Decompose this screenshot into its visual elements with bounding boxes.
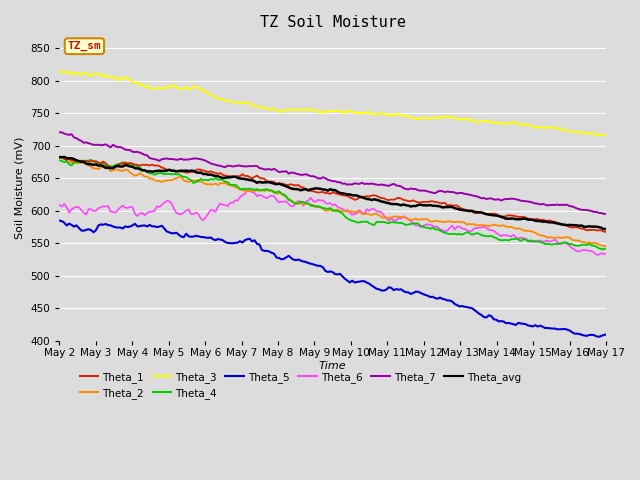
Theta_avg [209,172,217,178]
Theta_2 [436,218,444,224]
Theta_6 [207,207,214,213]
Theta_2 [602,243,610,249]
Theta_2 [495,223,502,228]
Line: Theta_1: Theta_1 [60,157,606,232]
Theta_5 [168,230,175,236]
Text: TZ_sm: TZ_sm [68,41,101,51]
Theta_4 [170,171,178,177]
Theta_6 [438,228,446,233]
Theta_1 [438,200,446,206]
Theta_5 [512,322,520,328]
Theta_2 [490,222,498,228]
Theta_avg [492,213,500,218]
Theta_avg [497,214,505,220]
Theta_avg [602,226,610,232]
Theta_avg [60,154,68,160]
Theta_4 [492,235,500,241]
Theta_7 [168,156,175,162]
Theta_5 [495,319,502,324]
Theta_1 [56,155,63,160]
Theta_4 [209,177,217,182]
Line: Theta_5: Theta_5 [60,221,606,337]
Theta_7 [56,129,63,135]
Theta_6 [497,233,505,239]
Theta_5 [490,316,498,322]
Theta_1 [58,154,66,160]
Legend: Theta_1, Theta_2, Theta_3, Theta_4, Theta_5, Theta_6, Theta_7, Theta_avg: Theta_1, Theta_2, Theta_3, Theta_4, Thet… [76,368,525,403]
Theta_5 [56,218,63,224]
Theta_2 [512,226,520,231]
Theta_3 [209,93,217,99]
Theta_6 [492,230,500,236]
Line: Theta_avg: Theta_avg [60,157,606,229]
Theta_2 [207,181,214,187]
Theta_1 [170,168,178,174]
Theta_3 [602,133,610,139]
Theta_7 [436,188,444,193]
Title: TZ Soil Moisture: TZ Soil Moisture [260,15,406,30]
Theta_2 [168,177,175,183]
Theta_3 [438,114,446,120]
Theta_avg [170,168,178,174]
Theta_avg [56,154,63,160]
Theta_7 [495,196,502,202]
Theta_3 [58,68,66,74]
Theta_4 [515,237,522,242]
Theta_1 [602,229,610,235]
Y-axis label: Soil Moisture (mV): Soil Moisture (mV) [15,137,25,240]
Theta_6 [515,236,522,242]
Theta_6 [602,251,610,256]
Theta_5 [602,332,610,337]
Theta_3 [497,120,505,126]
Theta_1 [515,214,522,220]
Theta_6 [56,202,63,208]
Theta_6 [243,187,251,193]
Theta_5 [207,235,214,240]
Theta_7 [207,160,214,166]
Theta_6 [595,252,603,258]
Theta_6 [168,201,175,206]
Theta_1 [209,169,217,175]
Line: Theta_6: Theta_6 [60,190,606,255]
Theta_4 [87,157,95,163]
Theta_4 [497,238,505,243]
Theta_5 [595,334,603,340]
Line: Theta_2: Theta_2 [60,157,606,246]
Theta_avg [515,216,522,222]
Theta_7 [602,211,610,217]
Theta_3 [56,70,63,75]
Theta_3 [170,83,178,89]
Theta_2 [56,155,63,160]
Theta_1 [497,214,505,219]
Theta_1 [492,211,500,217]
Line: Theta_7: Theta_7 [60,132,606,214]
Theta_7 [490,197,498,203]
Theta_2 [600,243,607,249]
Theta_4 [56,157,63,163]
Theta_7 [512,196,520,202]
Theta_avg [438,204,446,210]
Theta_4 [438,229,446,235]
X-axis label: Time: Time [319,360,346,371]
Theta_3 [492,120,500,125]
Theta_5 [436,295,444,300]
Line: Theta_4: Theta_4 [60,160,606,250]
Theta_4 [602,245,610,251]
Theta_3 [515,121,522,127]
Theta_4 [600,247,607,252]
Line: Theta_3: Theta_3 [60,71,606,136]
